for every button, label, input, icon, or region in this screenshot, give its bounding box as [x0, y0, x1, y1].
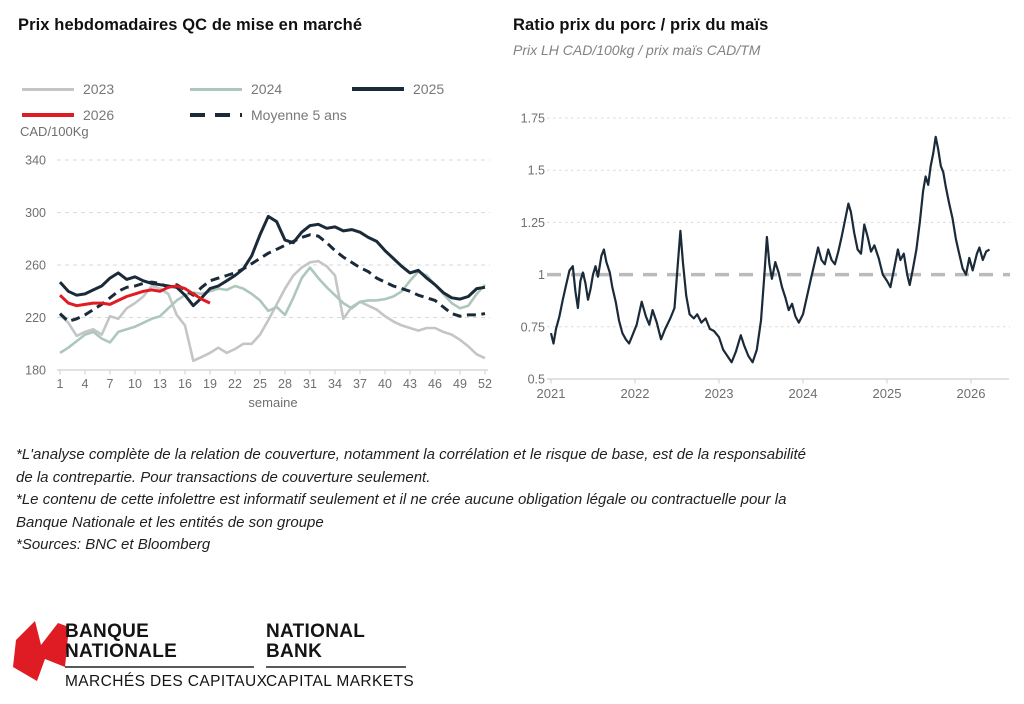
y-tick-label: 1.75	[521, 112, 545, 126]
disclaimer-line: *L'analyse complète de la relation de co…	[16, 446, 806, 463]
legend-swatch-2024	[190, 87, 242, 91]
y-tick-label: 1	[538, 268, 545, 282]
y-tick-label: 300	[25, 206, 46, 220]
disclaimer-line: *Le contenu de cette infolettre est info…	[16, 491, 787, 508]
left-chart-legend: 2023 2024 2025 2026 Moyenne 5 ans	[20, 78, 500, 132]
legend-item-moyenne-5ans: Moyenne 5 ans	[190, 106, 347, 124]
legend-item-2023: 2023	[22, 80, 114, 98]
right-chart-title: Ratio prix du porc / prix du maïs	[513, 16, 769, 34]
logo-national: NATIONAL	[266, 621, 366, 642]
legend-item-2025: 2025	[352, 80, 444, 98]
legend-item-2026: 2026	[22, 106, 114, 124]
logo-divider-en	[266, 666, 406, 668]
y-tick-label: 340	[25, 154, 46, 168]
y-tick-label: 180	[25, 364, 46, 378]
y-tick-label: 0.75	[521, 320, 545, 334]
logo-english-block: NATIONAL BANK CAPITAL MARKETS	[266, 622, 414, 691]
y-tick-label: 220	[25, 311, 46, 325]
series-line-2024	[59, 266, 486, 355]
logo-french-block: BANQUE NATIONALE MARCHÉS DES CAPITAUX	[65, 622, 267, 691]
legend-swatch-moyenne-5ans	[190, 113, 242, 117]
series-line-2025	[58, 214, 486, 308]
x-tick-label: 10	[128, 377, 142, 391]
x-tick-label: 31	[303, 377, 317, 391]
x-tick-label: 2021	[537, 386, 566, 401]
logo-divider-fr	[65, 666, 254, 668]
x-tick-label: 16	[178, 377, 192, 391]
weekly-price-chart-plot: 340 300 260 220 180 1 4 7 10 13 16 19 22 25 28 31 34 37 40…	[25, 154, 492, 411]
national-bank-logo: BANQUE NATIONALE MARCHÉS DES CAPITAUX NA…	[0, 612, 430, 704]
y-tick-label: 1.5	[528, 164, 545, 178]
legend-swatch-2026	[22, 113, 74, 117]
x-tick-label: 19	[203, 377, 217, 391]
y-tick-label: 260	[25, 259, 46, 273]
x-tick-label: 37	[353, 377, 367, 391]
x-tick-label: 28	[278, 377, 292, 391]
x-tick-label: 13	[153, 377, 167, 391]
national-bank-flag-icon	[13, 621, 69, 681]
logo-capital-markets: CAPITAL MARKETS	[266, 673, 415, 690]
legend-label-2024: 2024	[251, 81, 283, 97]
y-tick-label: 1.25	[521, 216, 545, 230]
legend-label-2026: 2026	[83, 107, 115, 123]
x-tick-label: 2023	[705, 386, 734, 401]
x-tick-label: 34	[328, 377, 342, 391]
x-tick-label: 22	[228, 377, 242, 391]
x-tick-label: 25	[253, 377, 267, 391]
disclaimer-line: *Sources: BNC et Bloomberg	[16, 536, 211, 553]
x-tick-label: 46	[428, 377, 442, 391]
x-tick-label: 40	[378, 377, 392, 391]
legend-label-moyenne-5ans: Moyenne 5 ans	[251, 107, 347, 123]
right-chart-subtitle: Prix LH CAD/100kg / prix maïs CAD/TM	[513, 42, 761, 58]
logo-nationale: NATIONALE	[65, 641, 178, 662]
series-line-ratio	[549, 135, 991, 364]
series-line-2026	[58, 284, 211, 308]
x-tick-label: 4	[82, 377, 89, 391]
x-tick-label: 43	[403, 377, 417, 391]
left-chart-unit-label: CAD/100Kg	[20, 124, 89, 139]
series-line-2023	[59, 259, 486, 363]
legend-swatch-2023	[22, 87, 74, 91]
disclaimer-line: Banque Nationale et les entités de son g…	[16, 513, 324, 531]
left-chart-title: Prix hebdomadaires QC de mise en marché	[18, 16, 363, 34]
x-tick-label: 52	[478, 377, 492, 391]
disclaimer-text: *L'analyse complète de la relation de co…	[16, 444, 1016, 557]
legend-label-2023: 2023	[83, 81, 115, 97]
x-tick-label: 2024	[789, 386, 818, 401]
x-tick-label: 2022	[621, 386, 650, 401]
legend-swatch-2025	[352, 87, 404, 91]
logo-marches-des-capitaux: MARCHÉS DES CAPITAUX	[65, 673, 268, 690]
y-tick-label: 0.5	[528, 373, 545, 387]
legend-item-2024: 2024	[190, 80, 282, 98]
x-tick-label: 1	[57, 377, 64, 391]
x-tick-label: 2026	[957, 386, 986, 401]
x-tick-label: 2025	[873, 386, 902, 401]
x-tick-label: 49	[453, 377, 467, 391]
logo-banque: BANQUE	[65, 621, 150, 642]
disclaimer-line: de la contrepartie. Pour transactions de…	[16, 468, 431, 486]
x-axis-title: semaine	[248, 395, 297, 410]
x-tick-label: 7	[107, 377, 114, 391]
legend-label-2025: 2025	[413, 81, 445, 97]
logo-bank: BANK	[266, 641, 323, 662]
